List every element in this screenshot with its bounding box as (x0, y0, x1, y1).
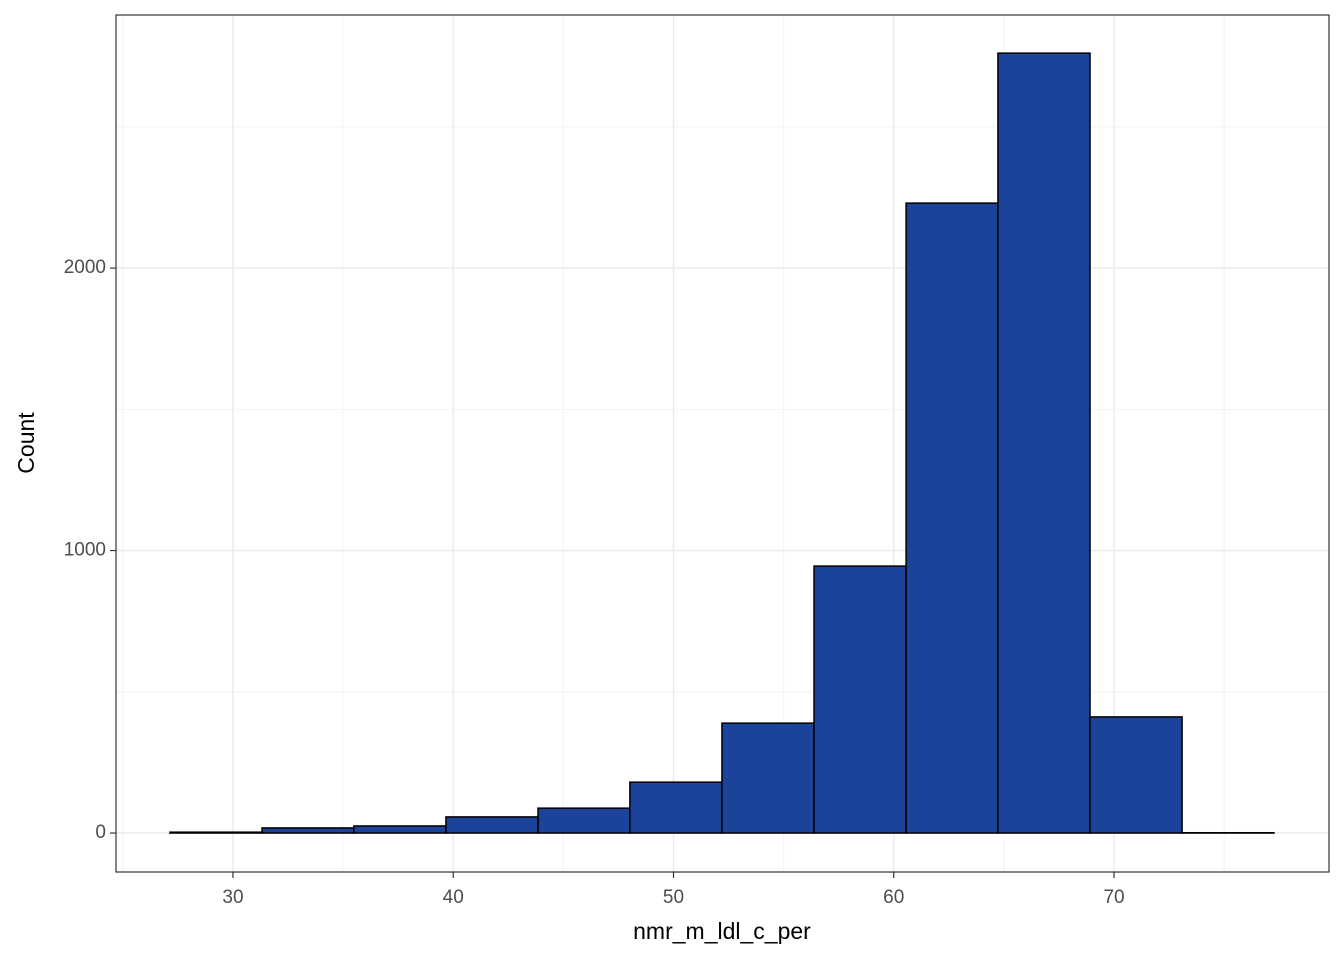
y-tick-label: 2000 (64, 257, 106, 278)
x-tick-label: 30 (222, 887, 243, 908)
bar (629, 781, 723, 834)
x-axis-label: nmr_m_ldl_c_per (633, 918, 811, 944)
bar (997, 52, 1091, 834)
bar (261, 827, 355, 834)
bar (353, 825, 447, 834)
bar (445, 816, 539, 834)
x-tick-label: 70 (1103, 887, 1124, 908)
bar (721, 722, 815, 834)
panel-border (115, 14, 1330, 873)
bar (813, 565, 907, 834)
y-axis-label: Count (13, 412, 39, 474)
bar (905, 202, 999, 834)
x-tick-label: 60 (883, 887, 904, 908)
x-tick-label: 50 (663, 887, 684, 908)
x-tick-label: 40 (443, 887, 464, 908)
y-tick-label: 0 (95, 822, 106, 843)
bar (169, 831, 263, 834)
bar (1089, 716, 1183, 834)
bar (537, 807, 631, 834)
y-tick-label: 1000 (64, 540, 106, 561)
